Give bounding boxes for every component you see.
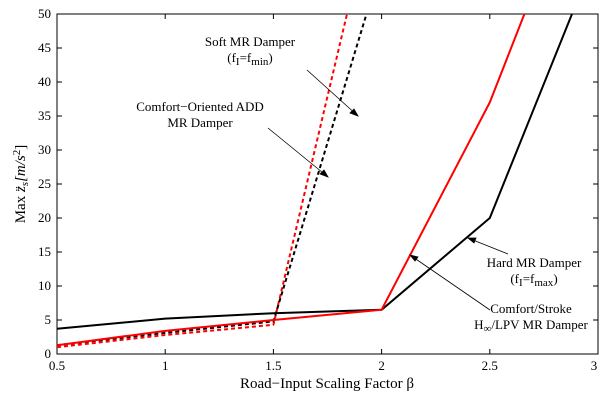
- comfort-stroke-label-line2: H∞/LPV MR Damper: [474, 317, 588, 335]
- x-tick-label: 3: [591, 358, 598, 373]
- y-tick-label: 40: [38, 74, 51, 89]
- comfort-stroke-label-line1: Comfort/Stroke: [490, 301, 572, 316]
- y-tick-label: 25: [38, 176, 51, 191]
- hard-arrowhead: [466, 237, 477, 244]
- y-tick-label: 30: [38, 142, 51, 157]
- x-tick-label: 1.5: [265, 358, 281, 373]
- comfort-stroke-arrowhead: [408, 254, 419, 262]
- add-label-line2: MR Damper: [167, 115, 233, 130]
- y-tick-label: 10: [38, 278, 51, 293]
- x-tick-label: 0.5: [49, 358, 65, 373]
- soft-arrowhead: [349, 108, 359, 117]
- y-tick-label: 15: [38, 244, 51, 259]
- y-tick-label: 35: [38, 108, 51, 123]
- add-label-line1: Comfort−Oriented ADD: [136, 99, 264, 114]
- y-tick-label: 45: [38, 40, 51, 55]
- y-axis-title: Max z̈s[m/s2]: [11, 145, 31, 224]
- soft-label-line1: Soft MR Damper: [205, 34, 296, 49]
- add-arrow: [267, 127, 329, 178]
- hard-label-line2: (fI=fmax): [510, 271, 557, 289]
- comfort-stroke-arrow: [409, 254, 491, 311]
- soft-label-line2: (fI=fmin): [227, 50, 272, 68]
- x-axis-title: Road−Input Scaling Factor β: [240, 376, 414, 392]
- series-layer: [56, 13, 573, 349]
- y-tick-label: 0: [45, 346, 52, 361]
- add-arrowhead: [319, 169, 329, 178]
- hard-label-line1: Hard MR Damper: [487, 255, 582, 270]
- x-tick-label: 2: [378, 358, 385, 373]
- series-line-comfort-stroke: [56, 13, 526, 347]
- series-line-soft: [56, 13, 348, 349]
- soft-arrow: [306, 69, 359, 117]
- y-tick-label: 5: [45, 312, 52, 327]
- series-line-add: [56, 13, 368, 347]
- y-tick-label: 20: [38, 210, 51, 225]
- annotation-arrows: [267, 69, 509, 311]
- x-tick-label: 1: [162, 358, 169, 373]
- series-line-hard: [56, 13, 573, 330]
- x-tick-label: 2.5: [482, 358, 498, 373]
- y-tick-label: 50: [38, 6, 51, 21]
